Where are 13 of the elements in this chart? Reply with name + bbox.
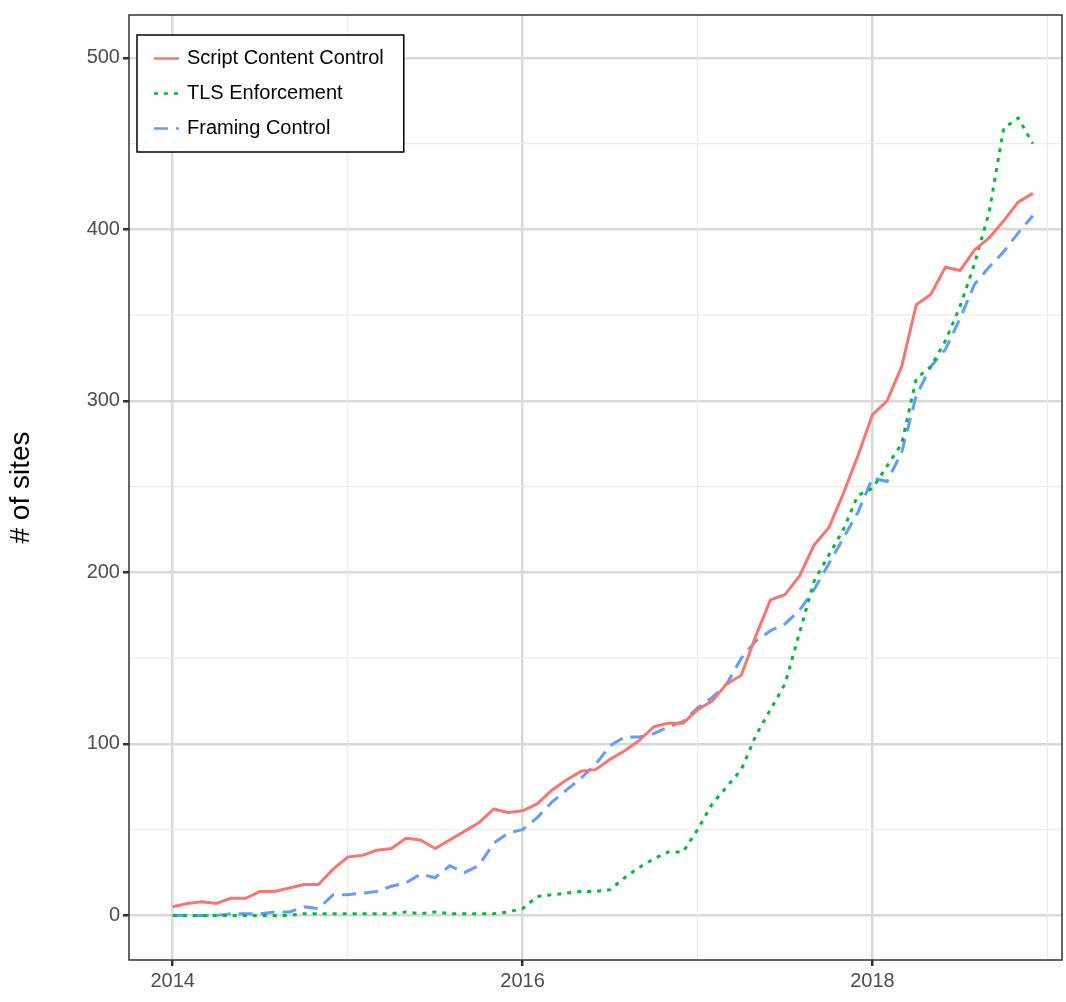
- y-tick-label: 400: [86, 216, 120, 239]
- y-tick-label: 500: [86, 45, 120, 68]
- y-tick-label: 0: [108, 902, 120, 925]
- y-tick-label: 300: [86, 388, 120, 411]
- legend-label: Script Content Control: [187, 46, 384, 69]
- x-tick-label: 2016: [500, 968, 545, 991]
- y-tick-label: 100: [86, 731, 120, 754]
- legend-label: TLS Enforcement: [187, 81, 344, 104]
- y-axis-title: # of sites: [3, 431, 35, 544]
- x-tick-label: 2018: [850, 968, 895, 991]
- x-tick-label: 2014: [150, 968, 195, 991]
- y-tick-label: 200: [86, 559, 120, 582]
- legend-label: Framing Control: [187, 116, 331, 139]
